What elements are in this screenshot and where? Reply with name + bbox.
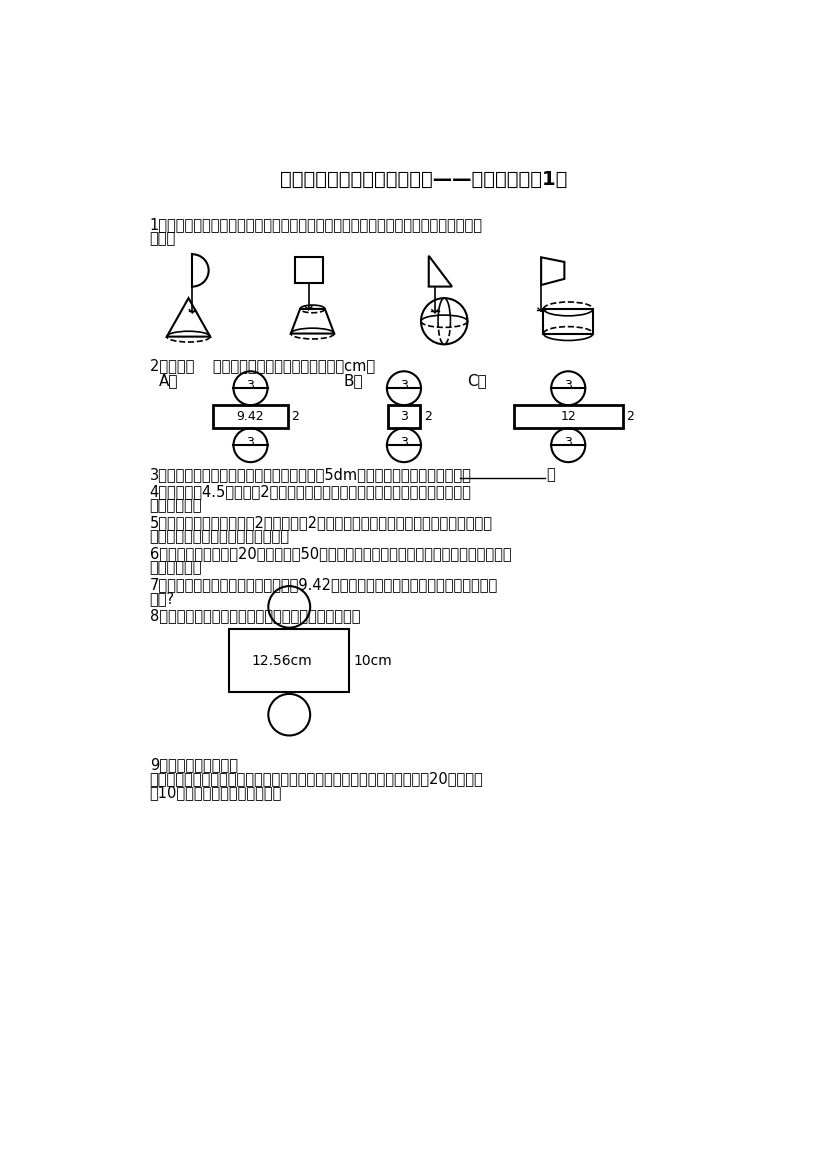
Text: 9.42: 9.42 [237,410,264,423]
Text: 2: 2 [424,410,432,423]
Text: 5．一个圆柱的底面直径是2厘米，高是2厘米，侧面展开是一个＿＿＿形，它的面积是: 5．一个圆柱的底面直径是2厘米，高是2厘米，侧面展开是一个＿＿＿形，它的面积是 [150,516,493,531]
Text: 6．做一个底面直径是20厘米，高是50厘米的圆柱形通风管，至少需要＿＿＿＿＿＿平方: 6．做一个底面直径是20厘米，高是50厘米的圆柱形通风管，至少需要＿＿＿＿＿＿平… [150,546,511,561]
Text: 3．一个圆柱体的侧面是一个正方形，直径是5dm，正方形面积是＿＿＿＿＿。: 3．一个圆柱体的侧面是一个正方形，直径是5dm，正方形面积是＿＿＿＿＿。 [150,468,472,483]
Bar [514,406,623,428]
Text: 是＿＿＿＿。: 是＿＿＿＿。 [150,498,202,513]
Text: 7．一个圆柱，侧面展开后是一个边长9.42分米的正方形．这个圆柱的底面直径是多少: 7．一个圆柱，侧面展开后是一个边长9.42分米的正方形．这个圆柱的底面直径是多少 [150,576,498,592]
Text: A、: A、 [159,373,178,388]
Text: 2．下面（    ）图形是圆柱的展开图。（单位：cm）: 2．下面（ ）图形是圆柱的展开图。（单位：cm） [150,358,375,373]
Text: 如图长方形绕过中心的直线旋转一周得到一个圆柱体，已知长方形的长为20厘米，宽: 如图长方形绕过中心的直线旋转一周得到一个圆柱体，已知长方形的长为20厘米，宽 [150,770,483,786]
Text: 3: 3 [247,379,254,392]
Text: 。: 。 [547,468,555,483]
Text: 8．一个圆柱的展开图如图所示，求该圆柱的表面积。: 8．一个圆柱的展开图如图所示，求该圆柱的表面积。 [150,608,360,623]
Text: 是10厘米，求圆柱体的表面积。: 是10厘米，求圆柱体的表面积。 [150,784,282,800]
Text: 3: 3 [400,436,408,449]
Text: 厘米的铁皮。: 厘米的铁皮。 [150,560,202,575]
Text: 3: 3 [247,436,254,449]
Bar [229,629,349,692]
Text: 3: 3 [564,436,572,449]
Text: 4．用一张长4.5分米，宽2分米的长方形纸，围成一个圆柱形纸筒，它的侧面积: 4．用一张长4.5分米，宽2分米的长方形纸，围成一个圆柱形纸筒，它的侧面积 [150,484,472,499]
Text: 2: 2 [292,410,300,423]
Text: 12: 12 [560,410,576,423]
Text: B、: B、 [344,373,363,388]
Bar [295,257,323,284]
Text: C、: C、 [468,373,487,388]
Text: 3: 3 [564,379,572,392]
Text: 2: 2 [626,410,634,423]
Text: ＿＿＿＿＿，底面积是＿＿＿＿＿。: ＿＿＿＿＿，底面积是＿＿＿＿＿。 [150,530,290,544]
Bar [544,309,593,333]
Text: 9．旋转得到的圆柱。: 9．旋转得到的圆柱。 [150,758,238,772]
Text: 3: 3 [400,410,408,423]
Text: 小学数学六年级下册期末复习——圆柱、圆锥（1）: 小学数学六年级下册期末复习——圆柱、圆锥（1） [280,170,567,188]
Text: 10cm: 10cm [354,653,392,667]
Text: 一连。: 一连。 [150,231,176,247]
Text: 1．用纸片和小棒做成下面的小旗，快速旋转小棒，想象纸片旋转所形成的图形，再连: 1．用纸片和小棒做成下面的小旗，快速旋转小棒，想象纸片旋转所形成的图形，再连 [150,217,482,233]
Text: 3: 3 [400,379,408,392]
Bar [387,406,420,428]
Bar [213,406,287,428]
Text: 分米?: 分米? [150,590,175,606]
Text: 12.56cm: 12.56cm [251,653,312,667]
